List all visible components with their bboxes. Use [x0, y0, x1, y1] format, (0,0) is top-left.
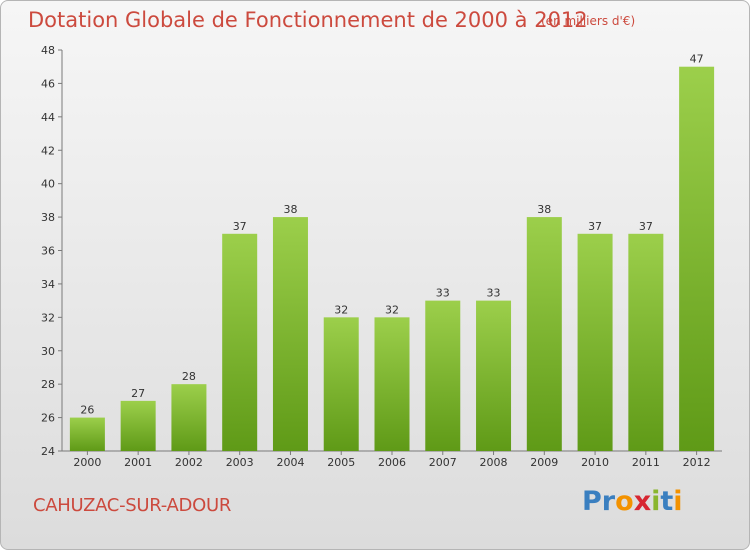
- bar: [628, 233, 664, 451]
- y-tick-label: 42: [41, 144, 55, 157]
- bar: [323, 317, 359, 451]
- bar: [425, 300, 461, 451]
- chart-subtitle: (en milliers d'€): [541, 14, 636, 28]
- logo-letter: r: [601, 486, 616, 517]
- x-tick-label: 2006: [378, 456, 406, 469]
- y-tick-label: 40: [41, 178, 55, 191]
- data-label: 27: [131, 387, 145, 400]
- chart-title: Dotation Globale de Fonctionnement de 20…: [28, 8, 588, 32]
- data-label: 38: [537, 203, 551, 216]
- y-tick-label: 38: [41, 211, 55, 224]
- y-tick-label: 26: [41, 412, 55, 425]
- y-tick-label: 32: [41, 311, 55, 324]
- x-tick-label: 2003: [226, 456, 254, 469]
- city-name: CAHUZAC-SUR-ADOUR: [33, 495, 232, 516]
- bar: [272, 217, 308, 451]
- chart-bars: [69, 66, 715, 451]
- bar: [476, 300, 512, 451]
- data-label: 37: [588, 220, 602, 233]
- x-tick-label: 2007: [429, 456, 457, 469]
- data-label: 47: [690, 53, 704, 66]
- x-tick-label: 2002: [175, 456, 203, 469]
- y-tick-label: 44: [41, 111, 55, 124]
- logo-letter: t: [660, 486, 674, 517]
- y-tick-label: 48: [41, 44, 55, 57]
- x-tick-label: 2005: [327, 456, 355, 469]
- data-label: 37: [639, 220, 653, 233]
- x-tick-label: 2000: [73, 456, 101, 469]
- x-tick-label: 2012: [683, 456, 711, 469]
- bar: [120, 400, 156, 451]
- logo-letter: i: [673, 486, 683, 517]
- y-tick-label: 36: [41, 245, 55, 258]
- y-tick-label: 34: [41, 278, 55, 291]
- logo-letter: P: [582, 486, 602, 517]
- x-tick-label: 2004: [276, 456, 304, 469]
- data-label: 28: [182, 370, 196, 383]
- x-tick-label: 2009: [530, 456, 558, 469]
- y-tick-label: 30: [41, 345, 55, 358]
- chart-labels: 26 27 28 37 38 32 32 33 33 38 37 37 47: [80, 53, 703, 417]
- logo-letter: i: [651, 486, 661, 517]
- data-label: 33: [487, 287, 501, 300]
- x-tick-label: 2001: [124, 456, 152, 469]
- bar: [222, 233, 258, 451]
- x-tick-label: 2008: [480, 456, 508, 469]
- data-label: 38: [283, 203, 297, 216]
- logo-letter: x: [633, 486, 652, 517]
- bar: [577, 233, 613, 451]
- bar: [69, 417, 105, 451]
- y-tick-label: 28: [41, 378, 55, 391]
- y-tick-label: 46: [41, 77, 55, 90]
- data-label: 32: [334, 303, 348, 316]
- x-tick-label: 2011: [632, 456, 660, 469]
- bar: [679, 66, 715, 451]
- data-label: 37: [233, 220, 247, 233]
- y-tick-label: 24: [41, 445, 55, 458]
- logo-letter: o: [615, 486, 634, 517]
- bar: [171, 384, 207, 451]
- data-label: 32: [385, 303, 399, 316]
- data-label: 33: [436, 287, 450, 300]
- proxiti-logo: Proxiti: [582, 486, 683, 517]
- x-tick-label: 2010: [581, 456, 609, 469]
- bar: [374, 317, 410, 451]
- data-label: 26: [80, 404, 94, 417]
- bar: [526, 217, 562, 451]
